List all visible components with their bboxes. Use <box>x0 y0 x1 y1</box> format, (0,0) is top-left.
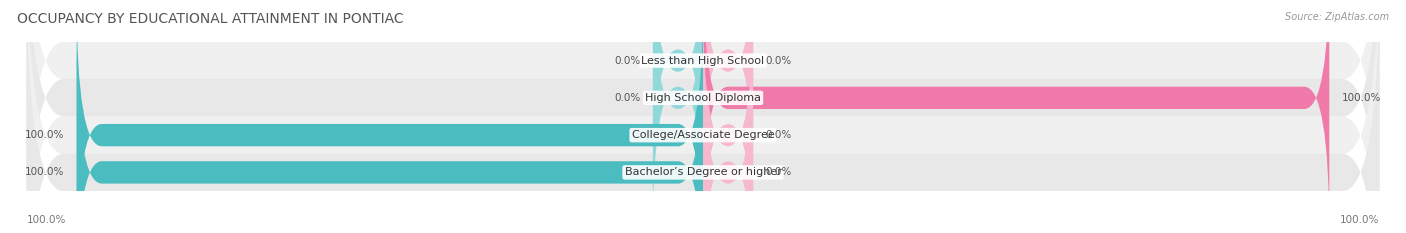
FancyBboxPatch shape <box>652 0 703 233</box>
FancyBboxPatch shape <box>27 0 1379 233</box>
FancyBboxPatch shape <box>77 34 703 233</box>
Text: 0.0%: 0.0% <box>614 93 640 103</box>
FancyBboxPatch shape <box>27 0 1379 233</box>
Text: 0.0%: 0.0% <box>766 168 792 177</box>
Text: 0.0%: 0.0% <box>614 56 640 65</box>
FancyBboxPatch shape <box>703 0 1329 233</box>
Text: 100.0%: 100.0% <box>25 130 65 140</box>
Text: Source: ZipAtlas.com: Source: ZipAtlas.com <box>1285 12 1389 22</box>
Text: 0.0%: 0.0% <box>766 56 792 65</box>
FancyBboxPatch shape <box>27 0 1379 233</box>
Text: 0.0%: 0.0% <box>766 130 792 140</box>
Text: 100.0%: 100.0% <box>27 215 66 225</box>
FancyBboxPatch shape <box>27 0 1379 233</box>
Text: Less than High School: Less than High School <box>641 56 765 65</box>
Text: 100.0%: 100.0% <box>1340 215 1379 225</box>
Text: OCCUPANCY BY EDUCATIONAL ATTAINMENT IN PONTIAC: OCCUPANCY BY EDUCATIONAL ATTAINMENT IN P… <box>17 12 404 26</box>
FancyBboxPatch shape <box>77 0 703 233</box>
FancyBboxPatch shape <box>703 0 754 199</box>
Text: 100.0%: 100.0% <box>25 168 65 177</box>
FancyBboxPatch shape <box>703 0 754 233</box>
FancyBboxPatch shape <box>652 0 703 199</box>
Text: High School Diploma: High School Diploma <box>645 93 761 103</box>
Text: Bachelor’s Degree or higher: Bachelor’s Degree or higher <box>624 168 782 177</box>
Text: 100.0%: 100.0% <box>1341 93 1381 103</box>
Text: College/Associate Degree: College/Associate Degree <box>631 130 775 140</box>
FancyBboxPatch shape <box>703 34 754 233</box>
